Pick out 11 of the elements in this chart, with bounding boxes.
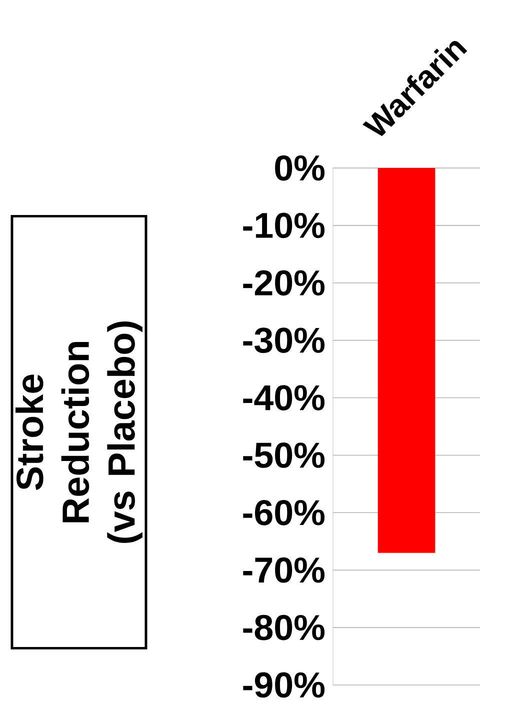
y-axis-title: Stroke Reduction (vs Placebo) xyxy=(16,322,142,543)
y-tick-label: -10% xyxy=(243,212,325,238)
y-tick-label: -40% xyxy=(243,385,325,410)
y-tick-label: -60% xyxy=(243,500,325,526)
y-tick-label: -20% xyxy=(243,270,325,296)
y-tick-label: -70% xyxy=(243,557,325,583)
y-tick-label: -30% xyxy=(243,328,325,354)
y-tick-label: 0% xyxy=(275,155,325,181)
y-tick-label: -90% xyxy=(243,672,325,698)
y-tick-label: -50% xyxy=(243,442,325,468)
y-tick-label: -80% xyxy=(243,614,325,640)
